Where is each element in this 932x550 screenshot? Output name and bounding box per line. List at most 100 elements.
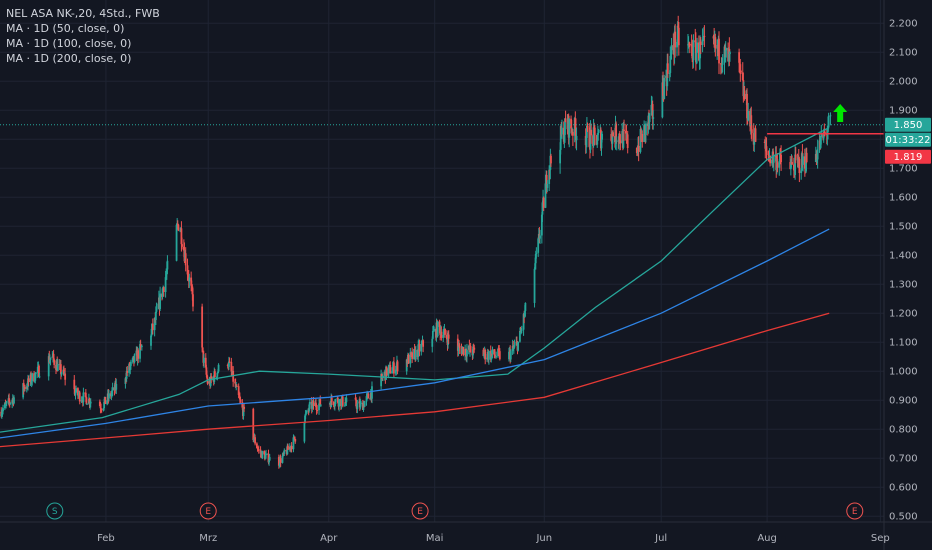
candle-body [164,277,167,292]
candle-body [286,445,289,455]
marker-circle [411,502,429,520]
candle-body [395,365,398,370]
candle-body [473,347,476,350]
candle-body [308,401,311,405]
candle-body [380,373,383,378]
y-tick-label: 2.200 [889,19,918,30]
candle-body [687,44,689,46]
y-tick-label: 0.700 [889,454,918,465]
candle-body [520,329,523,333]
ma50-legend[interactable]: MA · 1D (50, close, 0) [6,22,125,35]
candle-body [789,164,792,170]
candle-body [691,46,694,59]
candle-body [712,36,715,39]
x-tick-label: Apr [320,533,338,544]
candle-body [414,349,417,360]
candle-body [442,335,445,338]
candle-body [27,378,29,387]
candle-body [124,378,127,385]
candle-body [541,202,544,215]
candle-body [439,326,442,335]
candle-body [277,457,280,466]
candle-body [779,153,782,155]
candle-body [131,357,134,362]
candle-body [651,104,654,119]
candle-body [157,303,160,309]
y-tick-label: 1.500 [889,222,918,233]
candle-body [267,453,270,463]
candle-body [438,321,441,327]
ma200-line [0,312,830,448]
candle-body [615,140,618,142]
candle-body [290,446,293,450]
candle-body [188,277,191,282]
candle-body [550,155,552,164]
candle-body [601,133,604,140]
candle-body [30,374,32,383]
candle-body [214,371,216,378]
candle-body [767,151,770,155]
candle-body [753,139,756,145]
marker-label: S [52,507,58,517]
candle-body [11,400,14,404]
earnings-marker-icon[interactable]: E [199,502,217,520]
candle-body [692,40,695,61]
candle-body [100,409,103,411]
candle-body [561,127,563,135]
candle-body [387,368,390,376]
candle-body [30,380,33,383]
candle-body [750,129,753,134]
candle-body [24,386,26,389]
candle-body [822,132,825,139]
candle-body [380,373,383,387]
candle-body [1,411,4,414]
candle-body [27,378,30,383]
candle-body [545,174,548,188]
candle-body [600,129,602,149]
candle-body [827,127,829,132]
candle-body [794,154,797,176]
candle-body [794,154,797,158]
candle-body [82,392,85,403]
candle-body [103,401,106,409]
earnings-marker-icon[interactable]: E [411,502,429,520]
time-axis[interactable]: Feb Mrz Apr Mai Jun Jul Aug Sep [0,521,932,544]
candle-body [239,399,242,402]
ma100-legend[interactable]: MA · 1D (100, close, 0) [6,37,132,50]
candle-body [623,129,625,131]
candle-body [596,140,599,145]
symbol-title[interactable]: NEL ASA NK-,20, 4Std., FWB [6,7,160,20]
candle-body [645,123,647,136]
candle-body [360,402,362,404]
price-axis[interactable]: 0.500 0.600 0.700 0.800 0.900 1.000 1.100 1.200… [883,0,931,550]
candle-body [589,129,592,150]
candle-body [739,64,742,71]
candle-body [338,399,341,407]
ma200-legend[interactable]: MA · 1D (200, close, 0) [6,52,132,65]
candle-body [201,347,204,351]
candle-body [670,45,673,55]
candle-body [672,45,675,51]
candle-body [575,135,578,141]
candle-body [203,357,205,363]
candle-body [772,157,775,163]
split-marker-icon[interactable]: S [46,502,64,520]
candle-body [816,159,818,161]
y-tick-label: 0.900 [889,396,918,407]
candle-body [666,63,669,87]
candle-body [829,115,832,117]
candle-body [539,235,541,239]
candle-body [750,115,753,130]
candle-body [413,349,415,359]
marker-label: E [205,507,211,517]
candle-body [725,48,728,51]
earnings-marker-icon[interactable]: E [846,502,864,520]
candle-body [819,137,822,148]
candle-body [0,413,3,417]
candle-body [292,437,295,450]
candle-body [293,436,296,440]
candle-body [365,396,368,402]
candle-body [600,139,603,149]
